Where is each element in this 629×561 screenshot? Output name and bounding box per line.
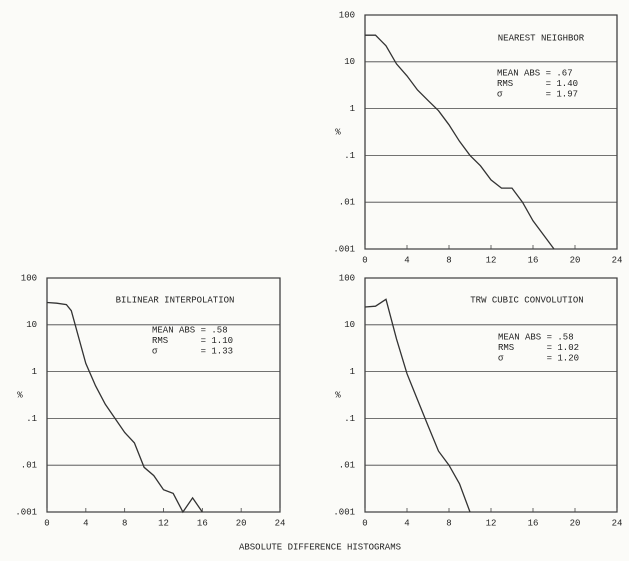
y-tick-label: .1: [344, 414, 355, 424]
stat-annotation: MEAN ABS = .67: [497, 68, 573, 78]
y-axis-label: %: [335, 390, 341, 400]
x-tick-label: 16: [528, 255, 539, 265]
x-tick-label: 12: [486, 255, 497, 265]
x-tick-label: 8: [122, 518, 127, 528]
y-tick-label: 1: [350, 104, 355, 114]
y-tick-label: .1: [344, 151, 355, 161]
x-tick-label: 8: [446, 255, 451, 265]
y-tick-label: .01: [21, 461, 37, 471]
y-tick-label: 10: [344, 320, 355, 330]
x-tick-label: 0: [362, 255, 367, 265]
y-axis-label: %: [17, 390, 23, 400]
x-tick-label: 4: [404, 518, 409, 528]
x-tick-label: 20: [236, 518, 247, 528]
x-tick-label: 8: [446, 518, 451, 528]
x-tick-label: 0: [362, 518, 367, 528]
x-tick-label: 16: [528, 518, 539, 528]
y-tick-label: 1: [350, 367, 355, 377]
stat-annotation: RMS = 1.40: [497, 79, 578, 89]
y-tick-label: .001: [333, 507, 355, 517]
stat-annotation: MEAN ABS = .58: [152, 325, 228, 335]
plot-frame: [364, 277, 618, 513]
y-tick-label: .01: [339, 198, 355, 208]
x-tick-label: 16: [197, 518, 208, 528]
y-tick-label: 100: [21, 273, 37, 283]
x-tick-label: 12: [486, 518, 497, 528]
stat-annotation: RMS = 1.02: [498, 343, 579, 353]
x-tick-label: 24: [612, 255, 623, 265]
y-tick-label: .001: [333, 244, 355, 254]
stat-annotation: MEAN ABS = .58: [498, 332, 574, 342]
stat-annotation: σ = 1.20: [498, 353, 579, 363]
x-tick-label: 24: [275, 518, 286, 528]
y-tick-label: 100: [339, 273, 355, 283]
panel-title: TRW CUBIC CONVOLUTION: [470, 295, 583, 305]
plot-frame: [46, 277, 281, 513]
y-tick-label: .001: [15, 507, 37, 517]
plot-frame: [364, 14, 618, 250]
y-tick-label: 100: [339, 10, 355, 20]
x-tick-label: 24: [612, 518, 623, 528]
x-tick-label: 12: [158, 518, 169, 528]
x-tick-label: 4: [83, 518, 88, 528]
y-axis-label: %: [335, 127, 341, 137]
stat-annotation: RMS = 1.10: [152, 336, 233, 346]
stat-annotation: σ = 1.97: [497, 89, 578, 99]
panel-title: BILINEAR INTERPOLATION: [116, 295, 235, 305]
y-tick-label: 1: [32, 367, 37, 377]
data-line: [46, 301, 203, 514]
y-tick-label: .01: [339, 461, 355, 471]
figure-caption: ABSOLUTE DIFFERENCE HISTOGRAMS: [239, 542, 401, 552]
y-tick-label: 10: [26, 320, 37, 330]
x-tick-label: 0: [44, 518, 49, 528]
data-line: [364, 298, 471, 513]
x-tick-label: 20: [570, 518, 581, 528]
y-tick-label: 10: [344, 57, 355, 67]
y-tick-label: .1: [26, 414, 37, 424]
data-line: [365, 34, 555, 250]
x-tick-label: 20: [570, 255, 581, 265]
x-tick-label: 4: [404, 255, 409, 265]
panel-title: NEAREST NEIGHBOR: [498, 33, 585, 43]
stat-annotation: σ = 1.33: [152, 346, 233, 356]
